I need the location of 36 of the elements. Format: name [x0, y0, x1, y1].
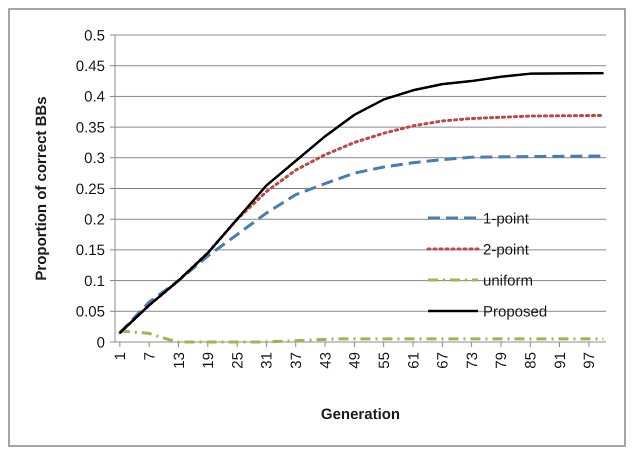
y-tick-label: 0.3 — [84, 150, 105, 168]
y-tick-label: 0.35 — [76, 119, 105, 136]
x-tick-label: 37 — [288, 352, 306, 369]
legend-label: uniform — [483, 272, 534, 290]
y-tick-label: 0.2 — [84, 211, 105, 228]
x-tick-label: 91 — [552, 352, 569, 369]
x-tick-label: 25 — [229, 352, 246, 369]
y-tick-label: 0.25 — [76, 180, 105, 198]
y-axis-title: Proportion of correct BBs — [33, 96, 50, 281]
legend-label: Proposed — [483, 303, 548, 320]
legend-label: 1-point — [483, 210, 530, 228]
y-tick-label: 0.5 — [84, 27, 105, 44]
y-tick-label: 0.05 — [76, 304, 105, 321]
y-tick-label: 0.15 — [76, 242, 105, 260]
x-tick-label: 7 — [141, 352, 158, 360]
x-tick-label: 85 — [522, 352, 540, 369]
x-tick-label: 31 — [258, 352, 276, 369]
y-tick-label: 0.45 — [76, 58, 105, 75]
x-tick-label: 97 — [581, 352, 598, 369]
x-tick-label: 1 — [112, 352, 130, 360]
x-tick-label: 73 — [464, 352, 481, 369]
line-series — [118, 329, 606, 344]
x-tick-label: 13 — [170, 352, 188, 369]
legend-label: 2-point — [483, 241, 530, 258]
x-tick-label: 43 — [317, 352, 334, 369]
x-tick-label: 79 — [493, 352, 510, 369]
x-tick-label: 49 — [346, 352, 364, 369]
x-tick-label: 19 — [200, 352, 218, 369]
y-tick-label: 0.1 — [84, 272, 105, 290]
x-tick-label: 61 — [405, 352, 422, 369]
x-axis-title: Generation — [320, 406, 400, 423]
x-tick-label: 55 — [376, 352, 393, 369]
line-series — [118, 72, 605, 334]
y-tick-label: 0.4 — [84, 88, 105, 106]
y-tick-label: 0 — [96, 334, 105, 352]
x-tick-label: 67 — [434, 352, 452, 369]
